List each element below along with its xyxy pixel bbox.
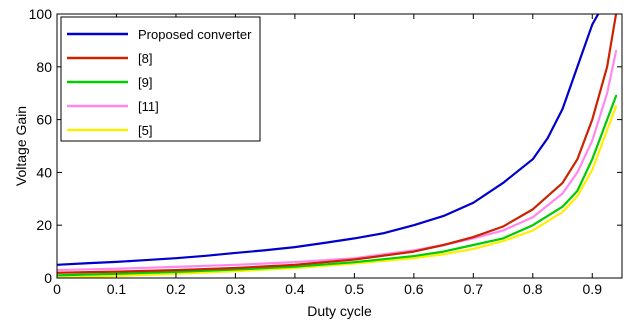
y-tick-label: 100 [29,6,53,22]
x-tick-label: 0 [53,281,61,297]
y-tick-label: 0 [44,270,52,286]
y-tick-label: 60 [36,112,52,128]
legend-box [60,16,261,142]
y-axis-label: Voltage Gain [13,106,29,186]
series-line-4 [57,105,618,278]
series-line-1 [57,14,618,274]
series-layer [57,14,618,278]
x-tick-label: 0.4 [285,281,305,297]
x-tick-label: 0.8 [523,281,543,297]
x-axis-ticks: 0 0.1 0.2 0.3 0.4 0.5 0.6 0.7 0.8 0.9 [53,14,602,297]
x-tick-label: 0.7 [464,281,484,297]
plot-frame [56,13,623,279]
series-line-0 [57,14,600,266]
y-axis-ticks: 0 20 40 60 80 100 [29,6,622,286]
y-tick-label: 80 [36,59,52,75]
y-tick-label: 40 [36,164,52,180]
x-tick-label: 0.5 [345,281,365,297]
legend: Proposed converter [8] [9] [11] [5] [60,16,261,142]
legend-label-2: [9] [138,75,152,90]
x-tick-label: 0.6 [404,281,424,297]
x-tick-label: 0.2 [166,281,186,297]
series-line-2 [57,94,618,277]
legend-label-4: [5] [138,123,152,138]
legend-label-3: [11] [138,99,159,114]
y-tick-label: 20 [36,217,52,233]
legend-label-1: [8] [138,51,152,66]
x-tick-label: 0.1 [107,281,127,297]
x-axis-label: Duty cycle [307,303,372,319]
legend-label-0: Proposed converter [138,27,252,42]
x-tick-label: 0.3 [226,281,246,297]
x-tick-label: 0.9 [583,281,603,297]
